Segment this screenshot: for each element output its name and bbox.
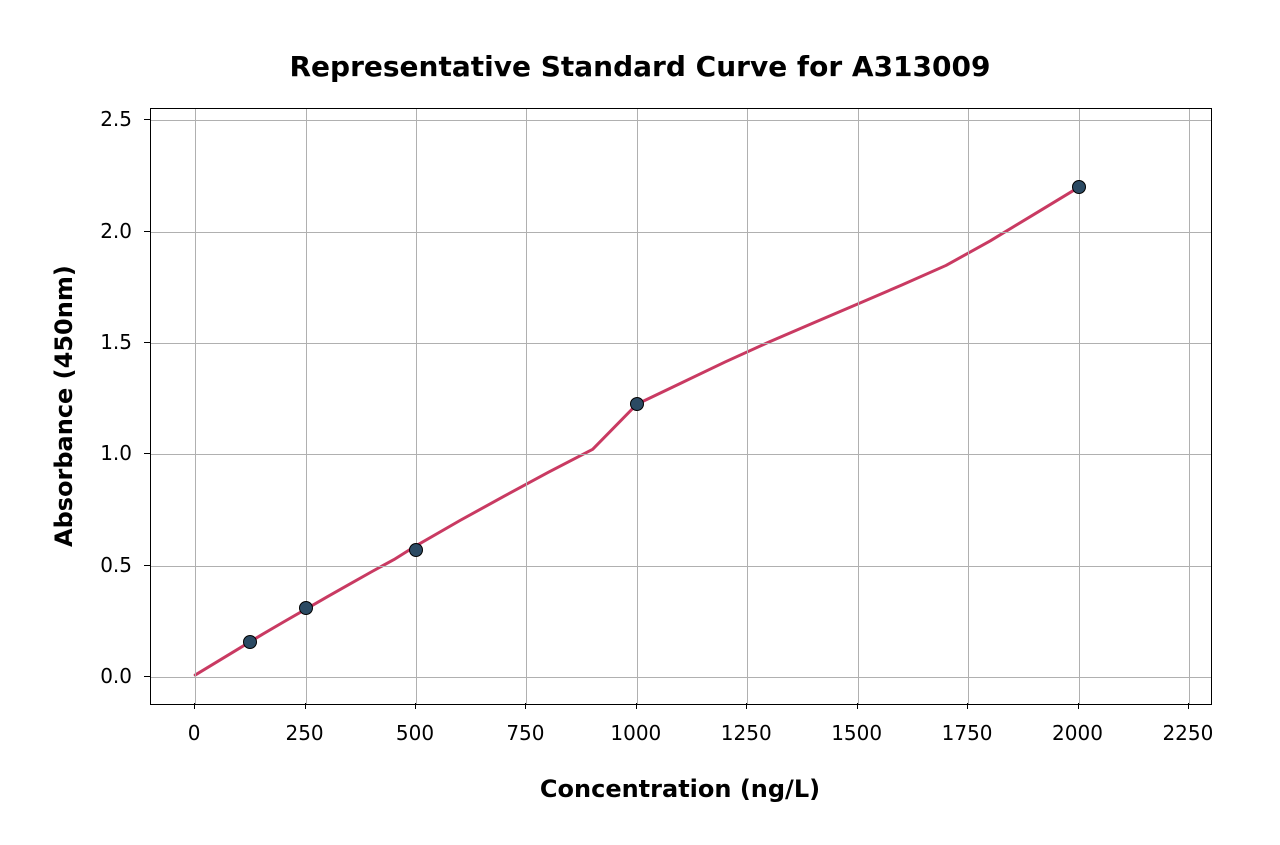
x-tick-label: 1250 bbox=[721, 721, 772, 745]
x-tick bbox=[857, 703, 858, 709]
grid-line-v bbox=[747, 109, 748, 704]
x-tick-label: 1500 bbox=[831, 721, 882, 745]
y-tick-label: 1.5 bbox=[100, 330, 132, 354]
x-tick-label: 2000 bbox=[1052, 721, 1103, 745]
y-tick bbox=[144, 119, 150, 120]
plot-area bbox=[150, 108, 1212, 705]
data-point bbox=[1072, 180, 1086, 194]
figure: Representative Standard Curve for A31300… bbox=[0, 0, 1280, 845]
y-tick-label: 1.0 bbox=[100, 441, 132, 465]
x-tick bbox=[194, 703, 195, 709]
y-axis-label: Absorbance (450nm) bbox=[50, 265, 78, 547]
grid-line-h bbox=[151, 454, 1211, 455]
grid-line-h bbox=[151, 232, 1211, 233]
x-tick bbox=[1078, 703, 1079, 709]
grid-line-v bbox=[416, 109, 417, 704]
x-tick-label: 1000 bbox=[610, 721, 661, 745]
y-tick-label: 2.5 bbox=[100, 107, 132, 131]
y-tick bbox=[144, 453, 150, 454]
grid-line-v bbox=[968, 109, 969, 704]
x-tick bbox=[1188, 703, 1189, 709]
grid-line-h bbox=[151, 677, 1211, 678]
x-tick bbox=[746, 703, 747, 709]
grid-line-v bbox=[858, 109, 859, 704]
curve-svg bbox=[151, 109, 1211, 704]
grid-line-v bbox=[526, 109, 527, 704]
y-tick-label: 2.0 bbox=[100, 219, 132, 243]
x-tick-label: 750 bbox=[506, 721, 544, 745]
x-axis-label: Concentration (ng/L) bbox=[150, 775, 1210, 803]
chart-title: Representative Standard Curve for A31300… bbox=[0, 50, 1280, 83]
y-tick-label: 0.5 bbox=[100, 553, 132, 577]
x-tick-label: 250 bbox=[285, 721, 323, 745]
x-tick bbox=[967, 703, 968, 709]
x-tick-label: 1750 bbox=[942, 721, 993, 745]
x-tick-label: 500 bbox=[396, 721, 434, 745]
grid-line-h bbox=[151, 343, 1211, 344]
x-tick bbox=[415, 703, 416, 709]
y-tick bbox=[144, 342, 150, 343]
data-point bbox=[243, 635, 257, 649]
x-tick bbox=[305, 703, 306, 709]
grid-line-v bbox=[195, 109, 196, 704]
x-tick-label: 0 bbox=[188, 721, 201, 745]
grid-line-v bbox=[1189, 109, 1190, 704]
data-point bbox=[409, 543, 423, 557]
x-tick bbox=[636, 703, 637, 709]
y-tick bbox=[144, 231, 150, 232]
x-tick bbox=[525, 703, 526, 709]
data-point bbox=[299, 601, 313, 615]
grid-line-h bbox=[151, 120, 1211, 121]
grid-line-v bbox=[1079, 109, 1080, 704]
y-tick-label: 0.0 bbox=[100, 664, 132, 688]
y-tick bbox=[144, 676, 150, 677]
data-point bbox=[630, 397, 644, 411]
grid-line-h bbox=[151, 566, 1211, 567]
x-tick-label: 2250 bbox=[1162, 721, 1213, 745]
y-tick bbox=[144, 565, 150, 566]
